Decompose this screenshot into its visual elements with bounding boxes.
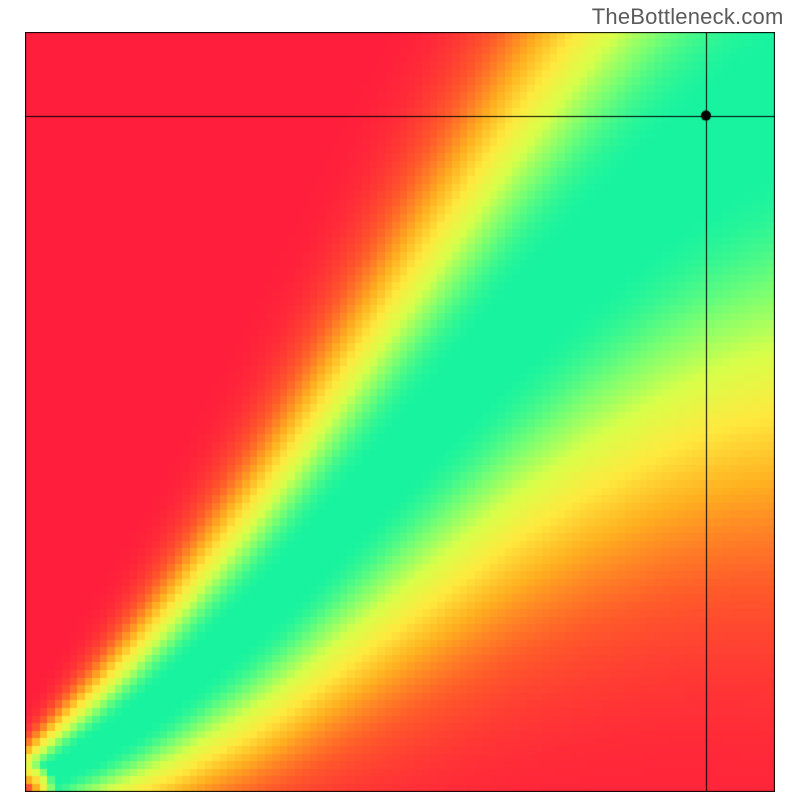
bottleneck-heatmap — [25, 32, 775, 792]
attribution-text: TheBottleneck.com — [9, 0, 792, 32]
